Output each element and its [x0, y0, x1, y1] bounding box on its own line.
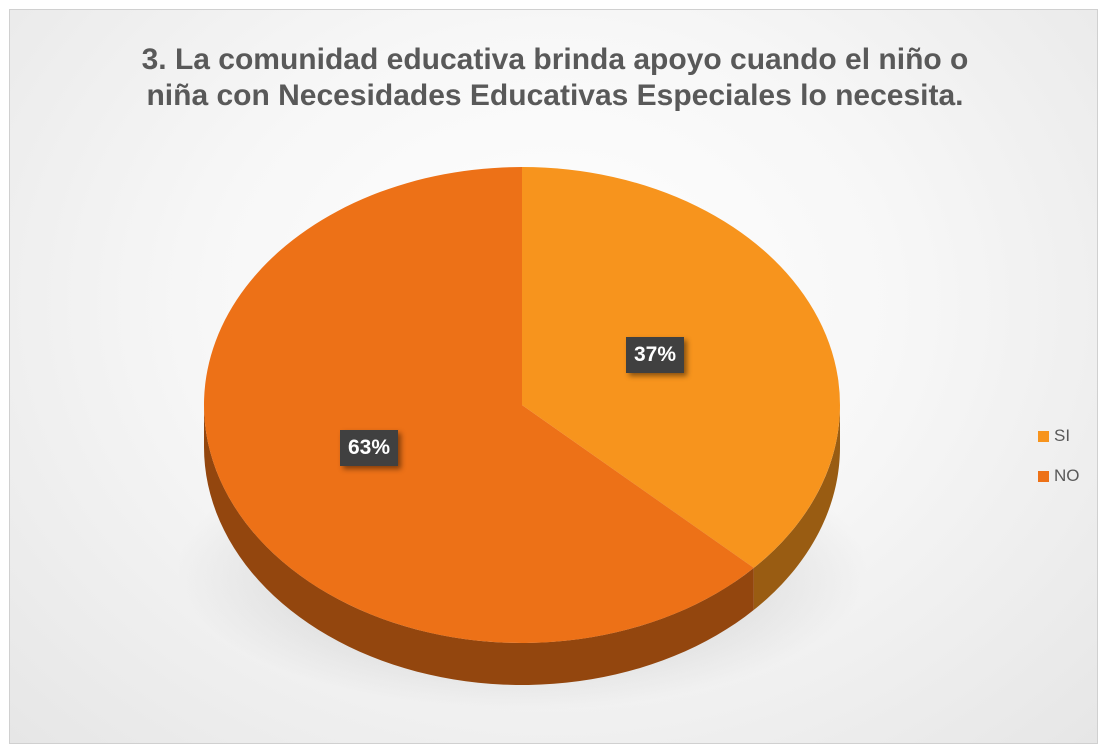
data-label-si: 37% [626, 337, 685, 373]
pie-side-si [753, 405, 840, 610]
legend-swatch-no [1038, 470, 1049, 482]
pie-side-no [204, 405, 754, 685]
chart-area: 3. La comunidad educativa brinda apoyo c… [9, 9, 1098, 744]
pie-top [203, 166, 840, 643]
pie-chart [177, 166, 867, 710]
chart-title: 3. La comunidad educativa brinda apoyo c… [141, 43, 969, 112]
legend-item-si: SI [1038, 426, 1080, 446]
legend-swatch-si [1038, 430, 1049, 442]
legend-label-no: NO [1054, 466, 1080, 485]
data-label-no: 63% [340, 430, 399, 466]
legend-item-no: NO [1038, 466, 1080, 486]
pie-slice-no [203, 166, 754, 643]
pie-sides [204, 405, 840, 685]
legend: SI NO [1038, 426, 1080, 506]
legend-label-si: SI [1054, 426, 1071, 445]
